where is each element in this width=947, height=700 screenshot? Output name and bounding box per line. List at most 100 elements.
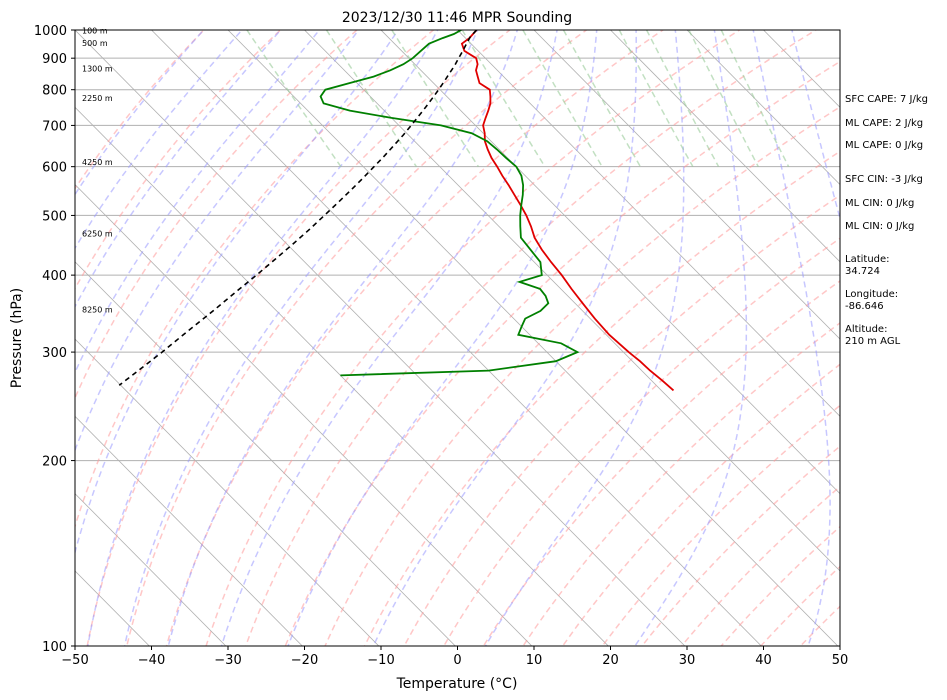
y-axis-label: Pressure (hPa) — [9, 288, 25, 388]
ml-cape-text-2: ML CAPE: 0 J/kg — [845, 140, 923, 151]
plot-frame — [74, 29, 841, 647]
altitude-label: Altitude: — [845, 324, 887, 335]
y-tick-label: 900 — [42, 52, 67, 67]
isotherm-line — [380, 30, 840, 495]
axes: −50 −40 −30 −20 −10 0 10 20 30 40 50 100 200 300 400 50… — [34, 24, 848, 668]
mixing-ratio-line — [522, 30, 603, 168]
isotherm-line — [75, 415, 303, 646]
y-tick-label: 700 — [42, 119, 67, 134]
isotherm-line — [304, 30, 840, 572]
moist-adiabat-line — [75, 30, 282, 309]
sfc-cape-text: SFC CAPE: 7 J/kg — [845, 94, 928, 105]
data-lines — [118, 30, 675, 392]
moist-adiabat-line — [75, 30, 360, 453]
height-labels: 100 m 500 m 1300 m 2250 m 4250 m 6250 m 8250 m — [82, 26, 113, 314]
dry-adiabat-line — [284, 60, 840, 646]
dry-adiabat-line — [165, 30, 665, 646]
height-label: 8250 m — [82, 305, 113, 314]
x-tick-label: 0 — [453, 653, 461, 668]
moist-adiabat-line — [75, 30, 321, 375]
dry-adiabat-line — [880, 17, 947, 646]
x-axis-label: Temperature (°C) — [396, 676, 518, 692]
height-label: 1300 m — [82, 64, 113, 73]
height-label: 4250 m — [82, 158, 113, 167]
moist-adiabat-line — [75, 30, 243, 250]
mixing-ratio-line — [246, 30, 342, 168]
dry-adiabat-line — [205, 30, 741, 646]
ml-cape-text-1: ML CAPE: 2 J/kg — [845, 118, 923, 129]
sfc-cin-text: SFC CIN: -3 J/kg — [845, 174, 923, 185]
isotherm-line — [151, 30, 762, 646]
height-label: 6250 m — [82, 230, 113, 239]
ml-cin-text-1: ML CIN: 0 J/kg — [845, 198, 914, 209]
mixing-ratio-line — [618, 30, 694, 168]
altitude-value: 210 m AGL — [845, 336, 901, 347]
isotherm-line — [610, 30, 840, 263]
y-tick-label: 100 — [42, 640, 67, 655]
dry-adiabat-line — [75, 30, 205, 190]
dry-adiabat-line — [522, 322, 840, 646]
y-tick-label: 800 — [42, 84, 67, 99]
latitude-label: Latitude: — [845, 254, 890, 265]
isotherm-line — [75, 338, 380, 646]
moist-adiabat-line — [752, 30, 831, 646]
isotherm-line — [75, 493, 227, 646]
y-tick-label: 1000 — [34, 24, 67, 39]
moist-adiabat-line — [634, 30, 748, 646]
isotherm-line — [75, 261, 456, 646]
moist-adiabat-line — [75, 30, 399, 556]
isotherm-line — [457, 30, 840, 417]
height-label: 2250 m — [82, 94, 113, 103]
mixing-ratio-line — [562, 30, 642, 168]
mixing-ratio-line — [688, 30, 759, 168]
latitude-value: 34.724 — [845, 266, 880, 277]
x-tick-label: 30 — [679, 653, 696, 668]
dry-adiabat-line — [681, 485, 840, 646]
moist-adiabat-line — [167, 30, 519, 646]
moist-adiabat-line — [287, 30, 598, 646]
x-tick-label: 40 — [755, 653, 772, 668]
mixing-ratio-line — [720, 30, 790, 168]
dry-adiabat-line — [601, 404, 840, 646]
chart-title: 2023/12/30 11:46 MPR Sounding — [342, 10, 572, 26]
mixing-ratio-line — [391, 30, 480, 168]
isotherm-line — [533, 30, 840, 340]
x-tick-label: −10 — [367, 653, 394, 668]
y-tick-label: 500 — [42, 209, 67, 224]
temperature-line — [460, 30, 675, 392]
moist-adiabat-line — [372, 30, 638, 646]
ml-cin-text-2: ML CIN: 0 J/kg — [845, 221, 914, 232]
height-label: 500 m — [82, 39, 108, 48]
dry-adiabat-line — [244, 30, 818, 646]
y-tick-label: 400 — [42, 269, 67, 284]
x-tick-label: −50 — [61, 653, 88, 668]
isotherm-line — [686, 30, 840, 186]
moist-adiabat-line — [220, 30, 558, 646]
side-panel: SFC CAPE: 7 J/kg ML CAPE: 2 J/kg ML CAPE… — [845, 94, 928, 347]
x-tick-label: 10 — [526, 653, 543, 668]
moist-adiabat-line — [87, 30, 439, 646]
y-tick-label: 200 — [42, 455, 67, 470]
mixing-ratio-line — [645, 30, 720, 168]
longitude-label: Longitude: — [845, 289, 898, 300]
dry-adiabat-line — [443, 237, 840, 646]
longitude-value: -86.646 — [845, 301, 884, 312]
moist-adiabat-line — [791, 30, 840, 222]
dry-adiabat-line — [562, 363, 840, 646]
isotherm-line — [75, 183, 533, 646]
background-lines — [75, 17, 947, 646]
y-tick-label: 300 — [42, 346, 67, 361]
dry-adiabat-line — [641, 445, 840, 646]
dry-adiabat-line — [403, 194, 840, 646]
dewpoint-line — [319, 30, 580, 377]
x-tick-label: 20 — [602, 653, 619, 668]
mixing-ratio-line — [461, 30, 546, 168]
moist-adiabat-line — [484, 30, 685, 646]
y-tick-label: 600 — [42, 161, 67, 176]
parcel-path-line — [118, 30, 478, 386]
x-tick-label: −30 — [214, 653, 241, 668]
x-tick-label: −20 — [291, 653, 318, 668]
dry-adiabat-line — [86, 30, 512, 646]
isotherm-line — [75, 30, 686, 646]
